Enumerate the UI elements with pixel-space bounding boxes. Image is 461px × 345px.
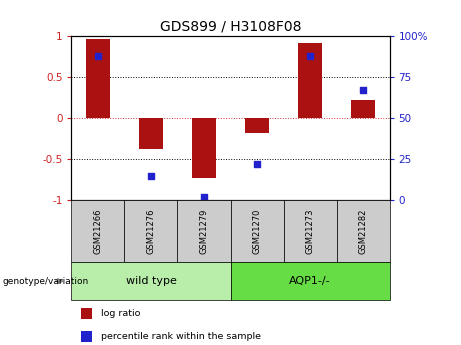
Point xyxy=(306,53,313,59)
Text: AQP1-/-: AQP1-/- xyxy=(289,276,331,286)
Text: GSM21266: GSM21266 xyxy=(94,208,102,254)
Text: wild type: wild type xyxy=(125,276,177,286)
Point xyxy=(148,173,155,178)
Bar xyxy=(139,118,163,149)
Bar xyxy=(351,100,375,118)
Point xyxy=(94,53,101,59)
Bar xyxy=(245,118,269,133)
Point xyxy=(254,161,261,167)
Text: percentile rank within the sample: percentile rank within the sample xyxy=(101,332,261,341)
Point xyxy=(359,88,366,93)
Bar xyxy=(86,39,110,118)
Text: genotype/variation: genotype/variation xyxy=(2,277,89,286)
Point xyxy=(200,194,207,199)
Text: GSM21270: GSM21270 xyxy=(253,208,261,254)
Text: GSM21273: GSM21273 xyxy=(306,208,314,254)
Bar xyxy=(192,118,216,178)
Text: GSM21279: GSM21279 xyxy=(200,208,208,254)
Text: log ratio: log ratio xyxy=(101,309,141,318)
Text: GSM21282: GSM21282 xyxy=(359,208,367,254)
Title: GDS899 / H3108F08: GDS899 / H3108F08 xyxy=(160,20,301,34)
Text: GSM21276: GSM21276 xyxy=(147,208,155,254)
Bar xyxy=(298,43,322,118)
